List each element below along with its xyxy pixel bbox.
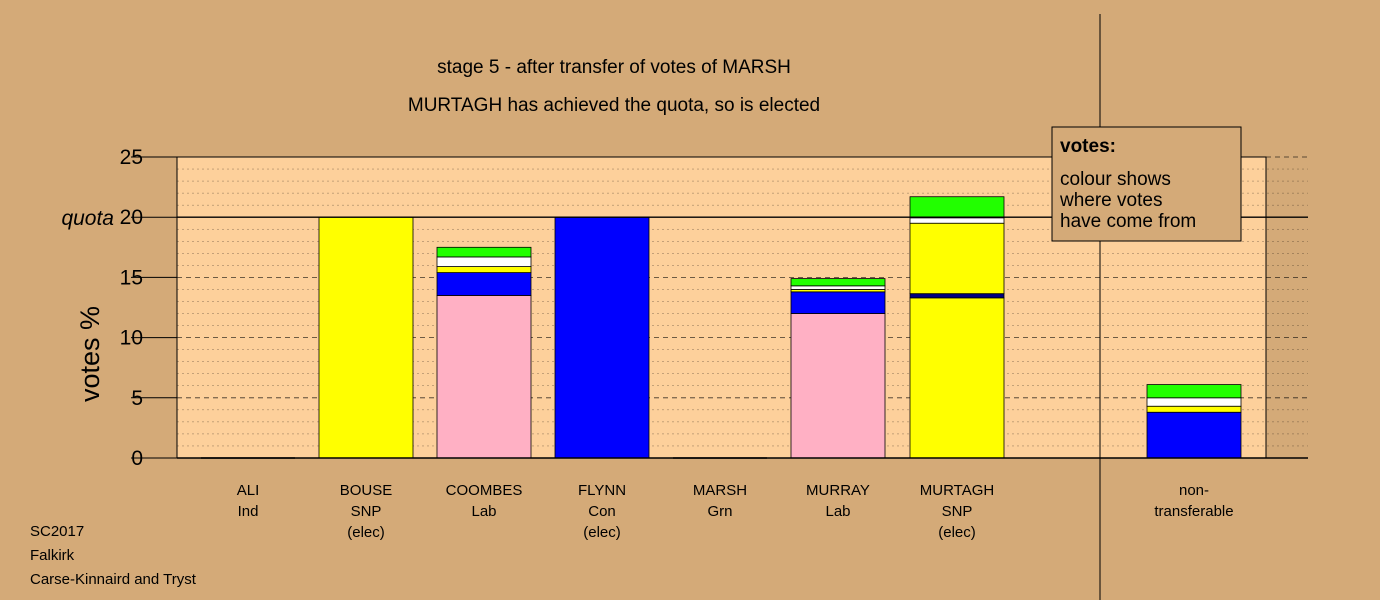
bar-segment [790,278,886,287]
x-category-label: Lab [471,503,496,520]
footer-line: SC2017 [30,523,84,540]
y-tick-label: 0 [131,447,143,470]
x-category-label: COOMBES [446,482,523,499]
y-tick-labels: 0 5 10 15 25 20 [120,146,177,470]
bar-segment [436,266,532,273]
x-category-label: non- [1179,482,1209,499]
bars [201,196,1242,459]
x-category-label: MURTAGH [920,482,994,499]
x-category-label: (elec) [347,524,385,541]
bar-segment [909,297,1005,459]
chart-title-line1: stage 5 - after transfer of votes of MAR… [437,57,791,78]
bar-segment [436,272,532,296]
x-category-label: MARSH [693,482,747,499]
y-tick-label: 20 [120,206,143,229]
legend-box: votes: colour shows where votes have com… [1051,126,1242,242]
footer-line: Falkirk [30,547,75,564]
grid-lines [177,156,1308,447]
bar-segment [436,295,532,459]
legend-line: where votes [1059,190,1162,211]
x-category-label: Con [588,503,616,520]
legend-line: colour shows [1060,169,1171,190]
quota-label: quota [61,207,114,230]
bar-segment [436,256,532,267]
bar-segment [790,291,886,314]
x-category-label: (elec) [583,524,621,541]
x-category-label: Lab [825,503,850,520]
bar-segment [318,216,414,459]
x-category-label: BOUSE [340,482,393,499]
x-category-label: transferable [1154,503,1233,520]
y-tick-label: 15 [120,266,143,289]
bar-segment [1146,384,1242,399]
x-category-label: Grn [707,503,732,520]
y-tick-label: 5 [131,387,143,410]
bar-segment [909,217,1005,224]
x-category-label: MURRAY [806,482,870,499]
bar-segment [909,293,1005,299]
bar-segment [1146,397,1242,407]
bar-segment [790,285,886,290]
x-category-label: ALI [237,482,260,499]
y-axis-label: votes % [75,306,105,402]
x-category-label: SNP [351,503,382,520]
bar-segment [909,196,1005,219]
legend-line: have come from [1060,211,1196,232]
bar-segment [790,313,886,459]
bar-segment [1146,411,1242,459]
chart-title-line2: MURTAGH has achieved the quota, so is el… [408,95,820,116]
bar-segment [1146,405,1242,413]
bar-segment [436,246,532,258]
x-category-label: (elec) [938,524,976,541]
y-tick-label: 25 [120,146,143,169]
legend-heading: votes: [1060,136,1116,157]
x-category-labels: ALI Ind BOUSE SNP (elec) COOMBES Lab FLYNN Con (e… [237,482,1234,541]
x-category-label: FLYNN [578,482,626,499]
y-tick-label: 10 [120,327,143,350]
bar-segment [909,222,1005,295]
x-category-label: SNP [942,503,973,520]
x-category-label: Ind [238,503,259,520]
footer-line: Carse-Kinnaird and Tryst [30,571,197,588]
bar-segment [554,216,650,459]
